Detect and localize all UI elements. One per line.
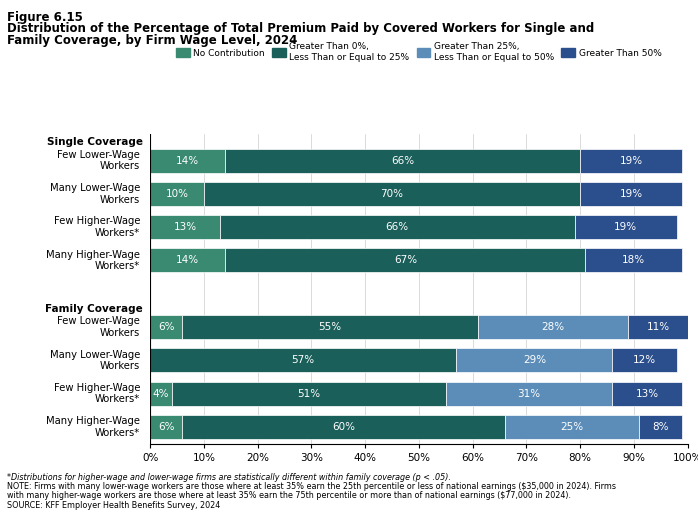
Text: 6%: 6% [158,422,174,432]
Bar [612,349,677,372]
Bar [150,215,220,239]
Text: NOTE: Firms with many lower-wage workers are those where at least 35% earn the 2: NOTE: Firms with many lower-wage workers… [7,482,616,491]
Bar [150,349,456,372]
Bar [225,149,580,173]
Text: Figure 6.15: Figure 6.15 [7,10,83,24]
Text: 10%: 10% [165,189,188,199]
Bar [580,149,682,173]
Bar [478,315,628,339]
Text: 66%: 66% [386,222,409,232]
Bar [505,415,639,439]
Bar [172,382,445,406]
Text: 67%: 67% [394,256,417,266]
Bar [204,182,580,206]
Text: 25%: 25% [560,422,584,432]
Text: 11%: 11% [646,322,669,332]
Text: Family Coverage, by Firm Wage Level, 2024: Family Coverage, by Firm Wage Level, 202… [7,34,297,47]
Text: 31%: 31% [517,388,540,398]
Text: Family Coverage: Family Coverage [45,304,143,314]
Text: 19%: 19% [620,189,643,199]
Text: 57%: 57% [292,355,315,365]
Text: Single Coverage: Single Coverage [47,137,143,147]
Text: 12%: 12% [633,355,656,365]
Legend: No Contribution, Greater Than 0%,
Less Than or Equal to 25%, Greater Than 25%,
L: No Contribution, Greater Than 0%, Less T… [176,43,662,62]
Bar [150,415,182,439]
Text: SOURCE: KFF Employer Health Benefits Survey, 2024: SOURCE: KFF Employer Health Benefits Sur… [7,501,221,510]
Text: 14%: 14% [176,256,199,266]
Text: 6%: 6% [158,322,174,332]
Bar [580,182,682,206]
Bar [445,382,612,406]
Text: with many higher-wage workers are those where at least 35% earn the 75th percent: with many higher-wage workers are those … [7,491,571,500]
Bar [639,415,682,439]
Bar [150,315,182,339]
Text: 55%: 55% [318,322,342,332]
Text: 13%: 13% [173,222,197,232]
Text: 18%: 18% [622,256,646,266]
Bar [628,315,688,339]
Text: 4%: 4% [153,388,169,398]
Bar [150,182,204,206]
Text: Distribution of the Percentage of Total Premium Paid by Covered Workers for Sing: Distribution of the Percentage of Total … [7,22,594,35]
Bar [225,248,586,272]
Text: 60%: 60% [332,422,355,432]
Text: 13%: 13% [636,388,659,398]
Bar [586,248,682,272]
Text: 51%: 51% [297,388,320,398]
Text: 19%: 19% [620,155,643,165]
Bar [150,149,225,173]
Text: 19%: 19% [614,222,637,232]
Text: 29%: 29% [523,355,546,365]
Text: 8%: 8% [653,422,669,432]
Bar [612,382,682,406]
Bar [150,382,172,406]
Text: 66%: 66% [391,155,414,165]
Text: 28%: 28% [542,322,565,332]
Bar [220,215,574,239]
Text: 70%: 70% [380,189,403,199]
Bar [456,349,612,372]
Text: *Distributions for higher-wage and lower-wage firms are statistically different : *Distributions for higher-wage and lower… [7,472,451,481]
Bar [182,415,505,439]
Text: 14%: 14% [176,155,199,165]
Bar [182,315,478,339]
Bar [150,248,225,272]
Bar [574,215,677,239]
